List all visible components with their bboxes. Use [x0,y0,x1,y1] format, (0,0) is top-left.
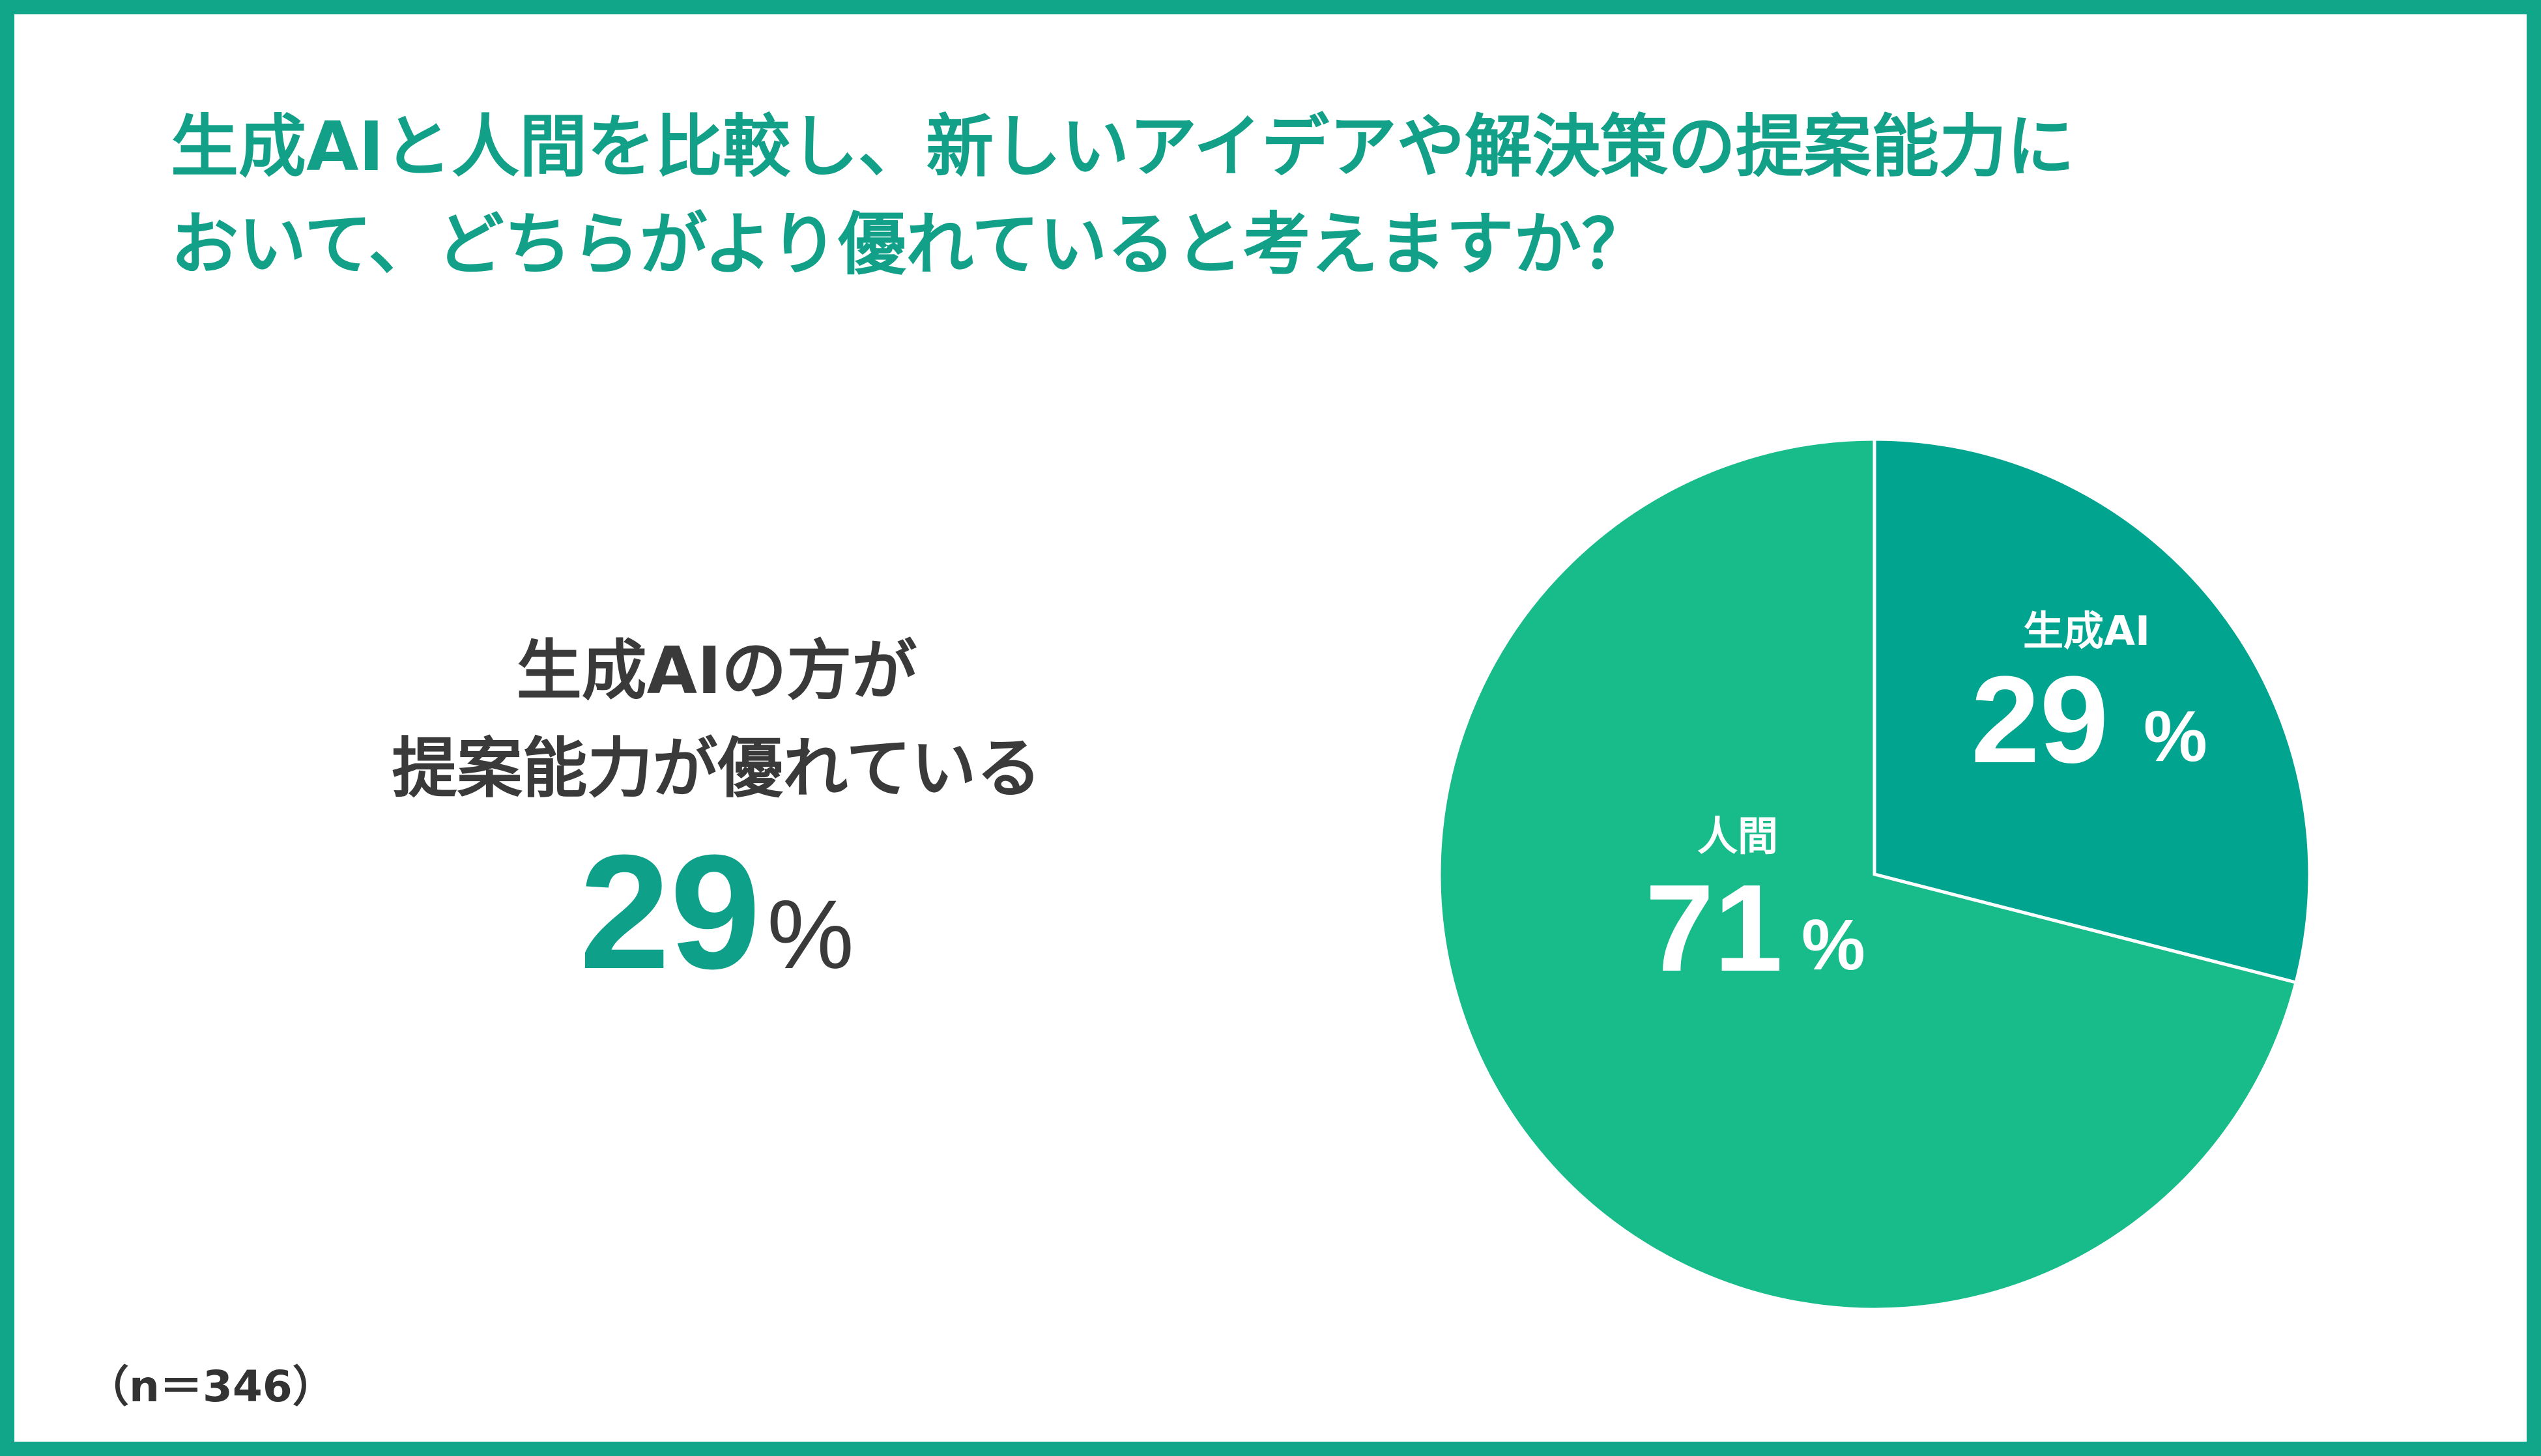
slice-unit-human: % [1802,905,1865,985]
title-line-2: おいて、どちらがより優れていると考えますか？ [171,205,1650,284]
callout-unit: % [767,879,854,989]
pie-slice-generative-ai [1873,437,2312,985]
highlight-callout: 生成AIの方が 提案能力が優れている 29% [261,622,1173,1046]
callout-figure: 29% [261,831,1173,1046]
slice-label-generative-ai: 生成AI [2023,607,2150,655]
chart-title: 生成AIと人間を比較し、新しいアイデアや解決策の提案能力に おいて、どちらがより… [171,98,2386,293]
title-line-1: 生成AIと人間を比較し、新しいアイデアや解決策の提案能力に [171,107,2074,186]
callout-line-2: 提案能力が優れている [392,730,1042,807]
callout-line-1: 生成AIの方が [516,633,917,709]
slice-value-generative-ai: 29 [1971,651,2108,789]
slice-label-human: 人間 [1697,812,1778,860]
sample-size: （n＝346） [86,1362,336,1412]
slice-value-human: 71 [1645,859,1783,997]
callout-value: 29 [579,821,761,1003]
pie-slice-human [1437,437,2299,1311]
slice-unit-generative-ai: % [2144,696,2207,777]
